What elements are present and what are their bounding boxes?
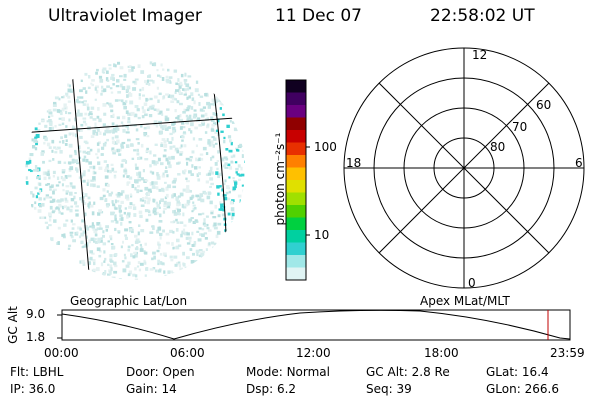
- lat-line: [25, 116, 245, 134]
- lon-line: [71, 69, 91, 280]
- colorbar-tick-10: 10: [314, 228, 330, 242]
- colorbar-band: [286, 192, 306, 206]
- colorbar-band: [286, 242, 306, 256]
- status-dsp: Dsp: 6.2: [246, 382, 297, 396]
- x-tick-1800: 18:00: [424, 346, 459, 360]
- colorbar-band: [286, 267, 306, 281]
- lat-label-80: 80: [490, 140, 506, 154]
- status-seq: Seq: 39: [366, 382, 412, 396]
- colorbar-band: [286, 205, 306, 218]
- status-ip: IP: 36.0: [10, 382, 56, 396]
- colorbar-band: [286, 80, 306, 93]
- time-label: 22:58:02 UT: [430, 6, 535, 26]
- instrument-title: Ultraviolet Imager: [48, 6, 202, 26]
- date-label: 11 Dec 07: [275, 6, 362, 26]
- colorbar-band: [286, 142, 306, 156]
- colorbar-band: [286, 155, 306, 168]
- geographic-label: Geographic Lat/Lon: [70, 294, 188, 308]
- altitude-ylabel: GC Alt: [6, 306, 20, 344]
- colorbar-tick-100: 100: [314, 140, 337, 154]
- alt-tick-1.8: 1.8: [26, 330, 46, 344]
- colorbar-band: [286, 130, 306, 143]
- x-tick-1200: 12:00: [296, 346, 331, 360]
- colorbar-band: [286, 92, 306, 106]
- status-door: Door: Open: [126, 365, 195, 379]
- apex-label: Apex MLat/MLT: [420, 294, 510, 308]
- x-tick-0000: 00:00: [44, 346, 79, 360]
- status-mode: Mode: Normal: [246, 365, 330, 379]
- mlt-label-18: 18: [346, 156, 362, 170]
- colorbar-band: [286, 230, 306, 243]
- altitude-curve: [61, 309, 571, 340]
- lat-label-60: 60: [536, 98, 552, 112]
- lat-label-70: 70: [512, 120, 528, 134]
- colorbar-band: [286, 255, 306, 268]
- x-tick-2359: 23:59: [550, 346, 585, 360]
- mlt-label-6: 6: [575, 156, 583, 170]
- status-gc-alt: GC Alt: 2.8 Re: [366, 365, 450, 379]
- mlt-label-0: 0: [468, 276, 476, 290]
- x-tick-0600: 06:00: [170, 346, 205, 360]
- alt-tick-9: 9.0: [26, 307, 46, 321]
- mlt-label-12: 12: [472, 48, 488, 62]
- colorbar-band: [286, 180, 306, 193]
- colorbar-band: [286, 217, 306, 231]
- status-glon: GLon: 266.6: [486, 382, 559, 396]
- colorbar-band: [286, 117, 306, 131]
- colorbar-band: [286, 167, 306, 181]
- status-gain: Gain: 14: [126, 382, 177, 396]
- colorbar-band: [286, 105, 306, 118]
- status-glat: GLat: 16.4: [486, 365, 549, 379]
- status-flt: Flt: LBHL: [10, 365, 64, 379]
- uv-image-disc: [25, 60, 245, 280]
